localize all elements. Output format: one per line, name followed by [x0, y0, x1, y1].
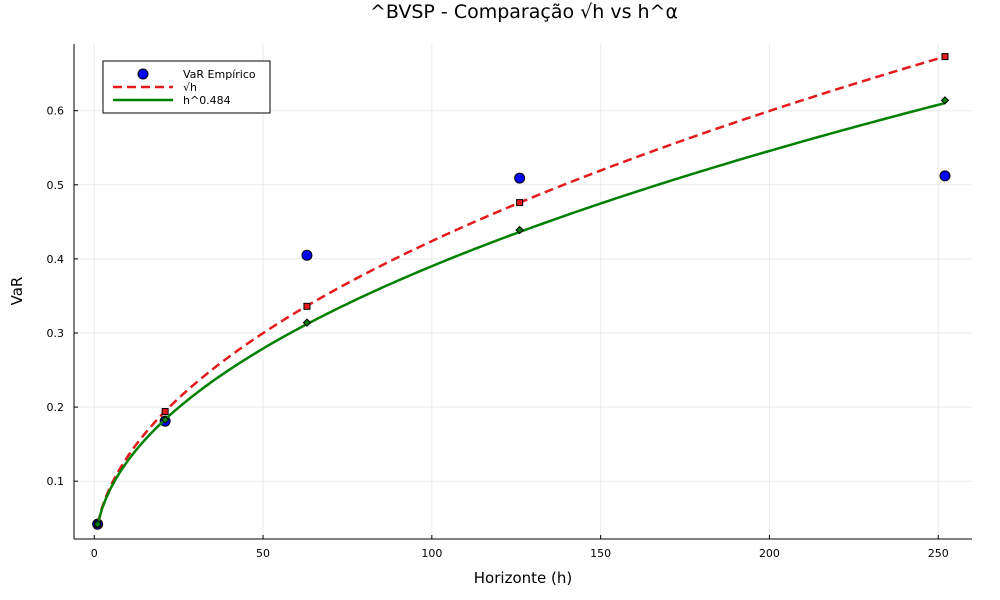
series-1	[94, 53, 949, 528]
ticks-layer: 0 50 100 150 200 250 0.1 0.2 0.3 0.4 0.5 0.6	[47, 105, 949, 560]
y-tick-label: 0.2	[47, 401, 65, 414]
series-line	[96, 55, 946, 525]
x-tick-label: 100	[421, 547, 442, 560]
legend-label: VaR Empírico	[183, 68, 256, 81]
data-point	[160, 415, 170, 424]
chart-title: ^BVSP - Comparação √h vs h^α	[370, 1, 678, 23]
legend-label: √h	[183, 81, 197, 94]
series-layer	[92, 53, 951, 530]
x-tick-label: 200	[759, 547, 780, 560]
data-point	[302, 318, 312, 327]
x-tick-label: 150	[590, 547, 611, 560]
data-point	[93, 519, 102, 529]
data-point	[939, 170, 951, 182]
legend-marker	[137, 68, 149, 80]
y-axis-label: VaR	[8, 277, 26, 306]
series-line	[96, 101, 946, 525]
data-point	[516, 199, 524, 207]
series-2	[93, 96, 950, 529]
y-tick-label: 0.3	[47, 327, 65, 340]
y-tick-label: 0.6	[47, 105, 65, 118]
x-tick-label: 0	[91, 547, 98, 560]
series-0	[92, 170, 951, 530]
data-point	[161, 408, 169, 416]
y-tick-label: 0.5	[47, 179, 65, 192]
grid-layer	[74, 44, 972, 539]
x-tick-label: 50	[256, 547, 270, 560]
legend-label: h^0.484	[183, 94, 231, 107]
legend: VaR Empírico√hh^0.484	[102, 60, 271, 114]
y-tick-label: 0.1	[47, 475, 65, 488]
y-tick-label: 0.4	[47, 253, 65, 266]
data-point	[515, 225, 524, 235]
data-point	[941, 53, 949, 61]
data-point	[303, 302, 311, 310]
x-tick-label: 250	[928, 547, 949, 560]
data-point	[301, 249, 313, 261]
x-axis-label: Horizonte (h)	[474, 569, 572, 587]
axes-layer	[73, 44, 972, 540]
data-point	[940, 96, 950, 105]
data-point	[514, 172, 526, 184]
